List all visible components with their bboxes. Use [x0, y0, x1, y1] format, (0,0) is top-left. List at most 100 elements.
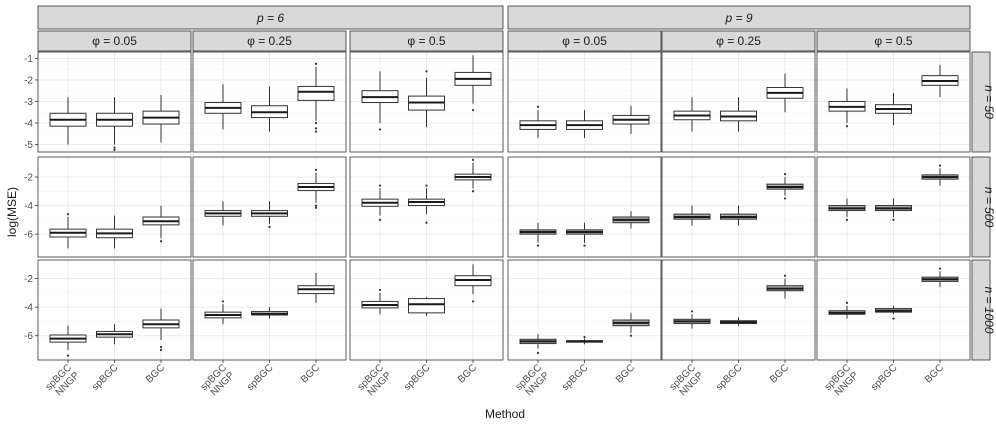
panel-p9-phi0.05-n500 [507, 156, 662, 258]
outlier-point [536, 351, 540, 354]
box-BGC [297, 85, 335, 101]
outlier-point [892, 218, 895, 221]
panel-p6-phi0.05-n500 [37, 156, 192, 258]
panel-p6-phi0.25-n1000 [192, 259, 347, 361]
y-tick-label: -2 [24, 274, 33, 285]
panel-p9-phi0.25-n50 [661, 51, 816, 153]
panel-p9-phi0.5-n50 [816, 51, 971, 153]
panel-p6-phi0.25-n500 [192, 156, 347, 258]
panel-p9-phi0.05-n50 [507, 51, 662, 153]
panel-p6-phi0.05-n1000 [37, 259, 192, 361]
x-tick-label-line: BGC [299, 362, 322, 385]
outlier-point [314, 62, 318, 65]
outlier-point [314, 206, 318, 209]
outlier-point [892, 317, 895, 320]
x-tick-label-spBGC: spBGC [245, 362, 276, 393]
panel-p9-phi0.05-n1000 [507, 259, 662, 361]
x-tick-label-spBGC: spBGC [402, 362, 433, 393]
panel-border [192, 156, 347, 258]
x-tick-label-spBGC: spBGC [714, 362, 745, 393]
phi-strip-label: φ = 0.05 [92, 34, 137, 48]
outlier-point [221, 300, 225, 303]
x-tick-label-BGC: BGC [456, 362, 479, 385]
y-tick-label: -4 [24, 201, 33, 212]
panel-p9-phi0.5-n1000 [816, 259, 971, 361]
x-tick-label-spBGC_NNGP: spBGCNNGP [44, 362, 83, 401]
panel-border [507, 156, 662, 258]
phi-strip [816, 30, 971, 52]
panel-border [816, 51, 971, 153]
n-strip-50 [971, 51, 991, 153]
phi-strip [192, 30, 347, 52]
panel-border [661, 156, 816, 258]
x-tick-label-spBGC_NNGP: spBGCNNGP [356, 362, 395, 401]
outlier-point [536, 105, 540, 108]
outlier-point [159, 240, 163, 243]
outlier-point [113, 148, 116, 151]
p-strip-9 [507, 5, 971, 30]
outlier-point [583, 244, 586, 247]
outlier-point [314, 121, 318, 125]
outlier-point [378, 288, 382, 292]
panel-p9-phi0.5-n500 [816, 156, 971, 258]
phi-strip [37, 30, 192, 52]
outlier-point [783, 274, 787, 277]
x-tick-label-BGC: BGC [923, 362, 946, 385]
x-tick-label-spBGC: spBGC [560, 362, 591, 393]
y-tick-label: -2 [24, 75, 33, 86]
x-tick-label-line: spBGC [560, 362, 591, 393]
panel-border [192, 51, 347, 153]
x-tick-label-BGC: BGC [768, 362, 791, 385]
outlier-point [938, 164, 942, 167]
n-strip-label: n = 1000 [982, 286, 996, 333]
x-tick-label-spBGC_NNGP: spBGCNNGP [514, 362, 553, 401]
x-tick-label-line: spBGC [869, 362, 900, 393]
p-strip-6 [37, 5, 504, 30]
outlier-point [314, 168, 318, 171]
panel-p9-phi0.25-n1000 [661, 259, 816, 361]
y-tick-label: -1 [24, 54, 33, 65]
outlier-point [159, 348, 163, 352]
x-tick-label-spBGC_NNGP: spBGCNNGP [823, 362, 862, 401]
x-tick-label-line: BGC [768, 362, 791, 385]
phi-strip [349, 30, 504, 52]
outlier-point [268, 225, 271, 229]
outlier-point [378, 184, 382, 187]
phi-strip [661, 30, 816, 52]
outlier-point [314, 130, 318, 133]
outlier-point [783, 173, 787, 176]
y-tick-label: -5 [24, 140, 33, 151]
panel-border [349, 156, 504, 258]
panel-border [349, 51, 504, 153]
outlier-point [66, 354, 70, 357]
outlier-point [783, 197, 787, 200]
outlier-point [314, 127, 318, 130]
outlier-point [536, 244, 540, 247]
n-strip-500 [971, 156, 991, 258]
x-tick-label-BGC: BGC [299, 362, 322, 385]
n-strip-label: n = 500 [982, 187, 996, 228]
panel-border [37, 51, 192, 153]
x-tick-label-spBGC: spBGC [869, 362, 900, 393]
outlier-point [425, 221, 428, 224]
panel-border [816, 156, 971, 258]
y-tick-label: -3 [24, 97, 33, 108]
p-strip-label: p = 9 [724, 11, 752, 25]
y-tick-label: -6 [24, 331, 33, 342]
outlier-point [471, 190, 475, 193]
outlier-point [378, 128, 382, 131]
outlier-point [471, 158, 475, 161]
y-axis-title: log(MSE) [5, 187, 19, 237]
x-tick-label-line: BGC [456, 362, 479, 385]
y-tick-label: -2 [24, 173, 33, 184]
plot-area: p = 6 p = 9 φ = 0.05 φ = 0.25 φ = 0.5 φ = 0.0… [24, 5, 996, 401]
panel-border [37, 156, 192, 258]
x-tick-label-line: BGC [144, 362, 167, 385]
x-tick-label-spBGC_NNGP: spBGCNNGP [199, 362, 238, 401]
panel-p6-phi0.05-n50 [37, 51, 192, 153]
outlier-point [938, 267, 942, 270]
panel-border [661, 51, 816, 153]
panel-border [507, 51, 662, 153]
x-tick-label-BGC: BGC [614, 362, 637, 385]
